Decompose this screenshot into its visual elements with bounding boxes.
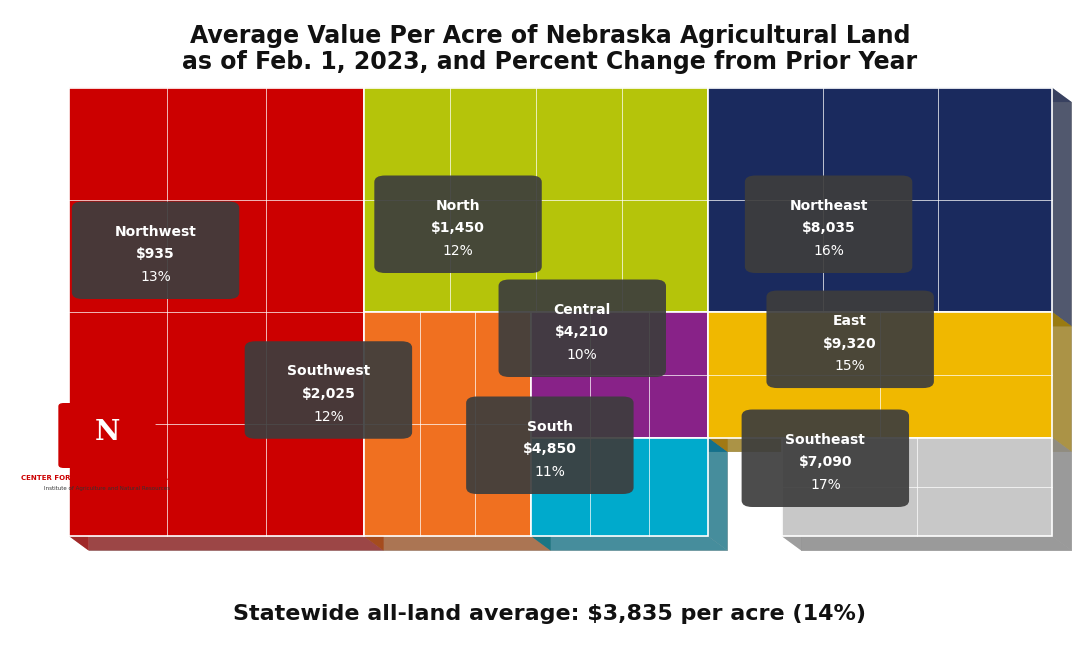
Polygon shape xyxy=(531,437,709,536)
Polygon shape xyxy=(550,326,727,452)
Text: Southwest: Southwest xyxy=(287,365,370,378)
FancyBboxPatch shape xyxy=(244,341,412,439)
Polygon shape xyxy=(69,88,88,551)
Text: South: South xyxy=(526,420,573,434)
Text: 12%: 12% xyxy=(313,410,343,424)
FancyBboxPatch shape xyxy=(741,410,909,507)
Polygon shape xyxy=(727,326,1071,452)
Polygon shape xyxy=(708,88,1052,312)
Text: 15%: 15% xyxy=(835,359,865,373)
Polygon shape xyxy=(364,312,550,326)
Text: $4,210: $4,210 xyxy=(555,326,609,339)
Polygon shape xyxy=(364,88,384,326)
Text: $4,850: $4,850 xyxy=(523,443,577,456)
Polygon shape xyxy=(69,88,364,536)
Polygon shape xyxy=(531,312,550,551)
Text: 12%: 12% xyxy=(443,244,473,258)
Text: as of Feb. 1, 2023, and Percent Change from Prior Year: as of Feb. 1, 2023, and Percent Change f… xyxy=(182,50,918,73)
Text: $9,320: $9,320 xyxy=(823,337,877,350)
Polygon shape xyxy=(531,437,727,452)
Text: Northwest: Northwest xyxy=(114,225,196,239)
Polygon shape xyxy=(384,102,727,326)
Polygon shape xyxy=(364,88,727,102)
Polygon shape xyxy=(531,437,727,452)
Polygon shape xyxy=(1052,312,1071,452)
Text: $935: $935 xyxy=(136,248,174,261)
Polygon shape xyxy=(782,437,1052,536)
Polygon shape xyxy=(801,452,1071,551)
Text: $8,035: $8,035 xyxy=(802,222,856,235)
Text: Central: Central xyxy=(554,303,610,317)
Polygon shape xyxy=(708,437,727,551)
Text: 16%: 16% xyxy=(813,244,844,258)
Polygon shape xyxy=(364,88,708,312)
FancyBboxPatch shape xyxy=(498,280,666,377)
FancyBboxPatch shape xyxy=(72,202,240,299)
FancyBboxPatch shape xyxy=(374,176,542,273)
Text: Institute of Agriculture and Natural Resources: Institute of Agriculture and Natural Res… xyxy=(44,486,170,491)
Text: CENTER FOR AGRICULTURAL PROFITABILITY: CENTER FOR AGRICULTURAL PROFITABILITY xyxy=(21,474,193,481)
FancyBboxPatch shape xyxy=(467,396,633,494)
Polygon shape xyxy=(708,312,1052,437)
Polygon shape xyxy=(88,102,384,551)
Polygon shape xyxy=(531,312,727,326)
Polygon shape xyxy=(1052,437,1071,551)
Polygon shape xyxy=(708,312,727,452)
Text: Average Value Per Acre of Nebraska Agricultural Land: Average Value Per Acre of Nebraska Agric… xyxy=(190,24,910,47)
Polygon shape xyxy=(708,88,1071,102)
Text: 13%: 13% xyxy=(141,270,171,284)
Polygon shape xyxy=(384,326,550,551)
Text: N: N xyxy=(94,419,120,446)
Polygon shape xyxy=(708,312,1071,326)
Polygon shape xyxy=(531,536,727,551)
Polygon shape xyxy=(531,312,709,437)
Polygon shape xyxy=(708,88,727,326)
Polygon shape xyxy=(550,452,727,551)
Text: $2,025: $2,025 xyxy=(302,387,355,401)
Polygon shape xyxy=(69,536,384,551)
Text: 17%: 17% xyxy=(810,478,840,492)
FancyBboxPatch shape xyxy=(766,291,934,388)
Polygon shape xyxy=(782,536,1071,551)
Polygon shape xyxy=(708,312,1071,326)
Polygon shape xyxy=(708,437,1071,452)
Polygon shape xyxy=(1052,88,1071,326)
Polygon shape xyxy=(531,437,550,551)
Text: Northeast: Northeast xyxy=(789,199,868,213)
Polygon shape xyxy=(364,312,531,536)
Text: 10%: 10% xyxy=(567,348,597,362)
Polygon shape xyxy=(69,88,384,102)
Text: North: North xyxy=(436,199,481,213)
Polygon shape xyxy=(708,88,727,326)
Polygon shape xyxy=(708,312,727,452)
Text: Southeast: Southeast xyxy=(786,433,865,447)
Text: 11%: 11% xyxy=(534,465,566,479)
FancyBboxPatch shape xyxy=(744,176,912,273)
Polygon shape xyxy=(782,437,801,551)
Polygon shape xyxy=(364,312,384,551)
FancyBboxPatch shape xyxy=(59,403,156,468)
Text: East: East xyxy=(833,314,868,328)
Polygon shape xyxy=(364,536,550,551)
Text: Statewide all-land average: $3,835 per acre (14%): Statewide all-land average: $3,835 per a… xyxy=(233,604,867,624)
Polygon shape xyxy=(727,102,1071,326)
Polygon shape xyxy=(782,437,1071,452)
Text: $7,090: $7,090 xyxy=(799,456,852,469)
Polygon shape xyxy=(364,312,727,326)
Polygon shape xyxy=(531,312,550,452)
Text: $1,450: $1,450 xyxy=(432,222,485,235)
Polygon shape xyxy=(364,88,384,551)
